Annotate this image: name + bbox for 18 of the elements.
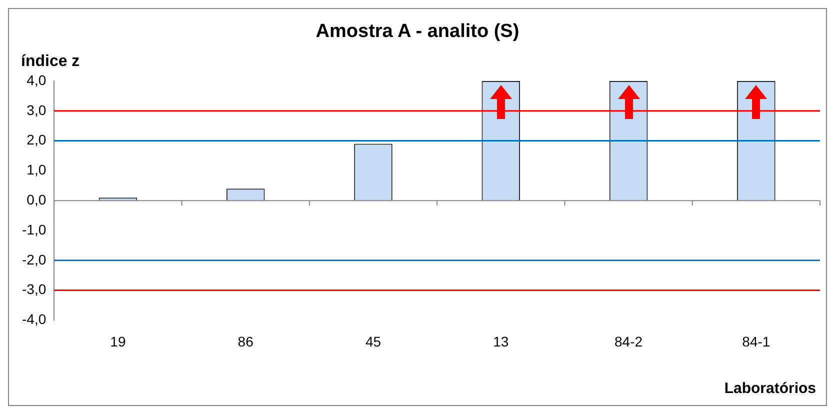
x-tick-label: 19	[110, 333, 126, 350]
y-tick-label: 4,0	[26, 72, 46, 88]
x-tick-label: 84-2	[614, 333, 643, 350]
y-tick-label: -1,0	[22, 221, 46, 238]
x-tick-label: 13	[493, 333, 509, 350]
y-tick-label: 1,0	[26, 162, 46, 178]
x-tick-label: 45	[365, 333, 382, 350]
y-tick-label: -3,0	[22, 281, 46, 298]
y-tick-label: -2,0	[22, 251, 46, 268]
y-tick-label: -4,0	[22, 311, 46, 328]
x-tick-label: 86	[238, 333, 254, 350]
x-axis-title: Laboratórios	[724, 380, 816, 397]
chart-title: Amostra A - analito (S)	[314, 21, 520, 43]
y-tick-label: 2,0	[26, 132, 46, 148]
y-tick-label: 0,0	[26, 191, 46, 208]
y-axis-title: índice z	[21, 53, 80, 71]
x-tick-label: 84-1	[742, 333, 770, 350]
y-tick-label: 3,0	[26, 102, 46, 118]
